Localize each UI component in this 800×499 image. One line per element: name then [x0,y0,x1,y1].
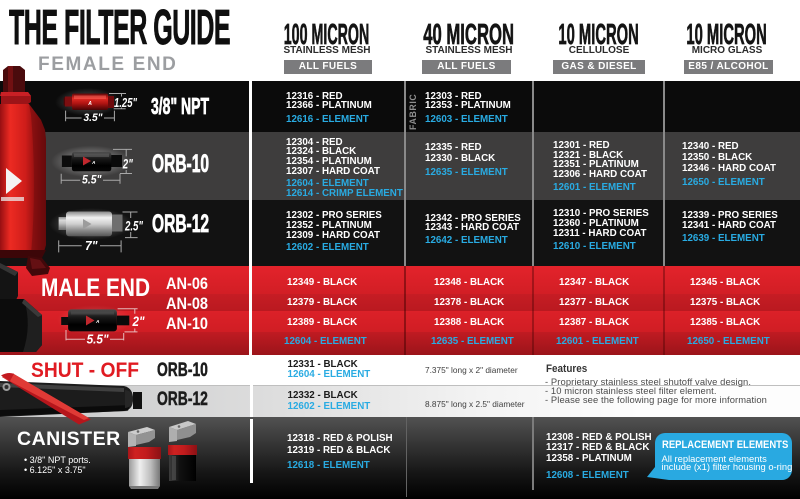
svg-text:A: A [91,160,96,166]
svg-text:5.5": 5.5" [82,175,102,187]
svg-text:2": 2" [132,313,145,329]
svg-text:5.5": 5.5" [87,332,110,346]
svg-text:A: A [87,101,92,107]
svg-text:7": 7" [85,238,98,253]
svg-text:3.5": 3.5" [84,112,104,124]
svg-text:1.25": 1.25" [114,96,138,110]
svg-text:A: A [95,319,100,325]
svg-text:2": 2" [122,156,133,172]
svg-text:2.5": 2.5" [124,217,143,233]
